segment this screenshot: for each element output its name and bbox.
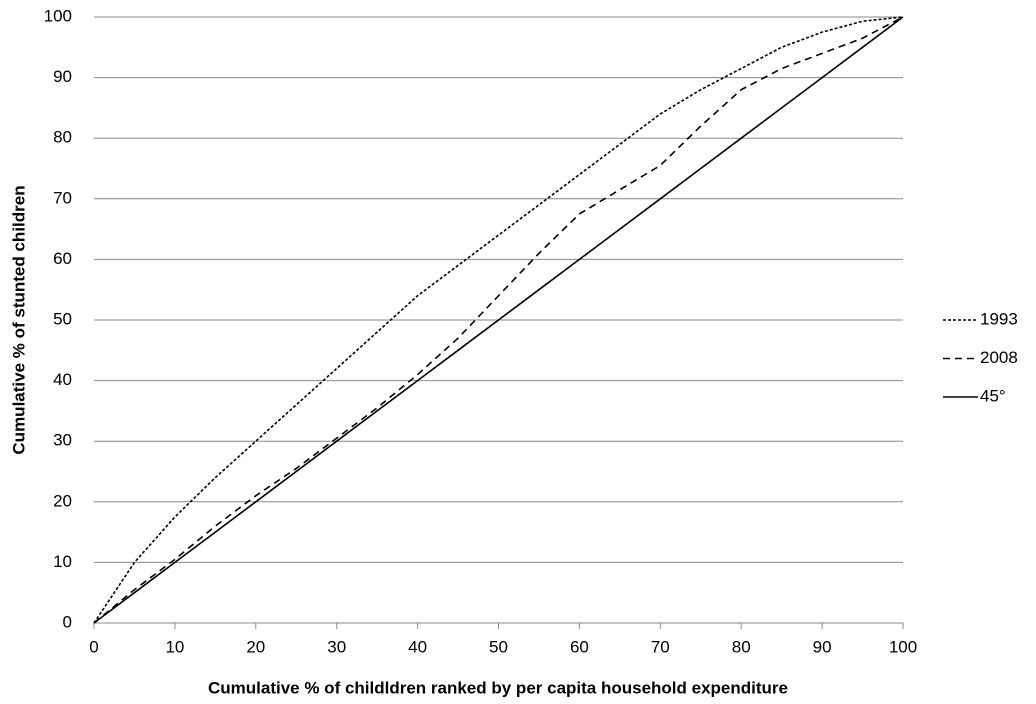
x-tick-label: 100	[889, 637, 917, 656]
x-tick-label: 0	[89, 637, 98, 656]
x-tick-label: 50	[489, 637, 508, 656]
y-tick-label: 90	[53, 67, 72, 86]
x-tick-label: 90	[813, 637, 832, 656]
x-tick-label: 80	[732, 637, 751, 656]
x-tick-label: 40	[408, 637, 427, 656]
x-tick-label: 10	[165, 637, 184, 656]
y-tick-label: 0	[63, 612, 72, 631]
x-tick-label: 20	[246, 637, 265, 656]
y-tick-label: 100	[44, 6, 72, 25]
series-line	[93, 16, 904, 624]
series-line	[93, 16, 904, 624]
legend-label: 45°	[980, 386, 1006, 405]
y-tick-label: 20	[53, 491, 72, 510]
y-tick-label: 10	[53, 552, 72, 571]
x-tick-label: 70	[651, 637, 670, 656]
y-tick-label: 60	[53, 249, 72, 268]
x-axis-title: Cumulative % of childldren ranked by per…	[208, 678, 788, 697]
y-tick-label: 70	[53, 188, 72, 207]
y-tick-label: 30	[53, 431, 72, 450]
x-tick-label: 60	[570, 637, 589, 656]
legend-label: 2008	[980, 348, 1018, 367]
y-tick-label: 50	[53, 309, 72, 328]
legend-label: 1993	[980, 309, 1018, 328]
y-tick-label: 40	[53, 370, 72, 389]
y-axis-title: Cumulative % of stunted children	[9, 185, 28, 454]
x-tick-label: 30	[327, 637, 346, 656]
y-tick-label: 80	[53, 128, 72, 147]
